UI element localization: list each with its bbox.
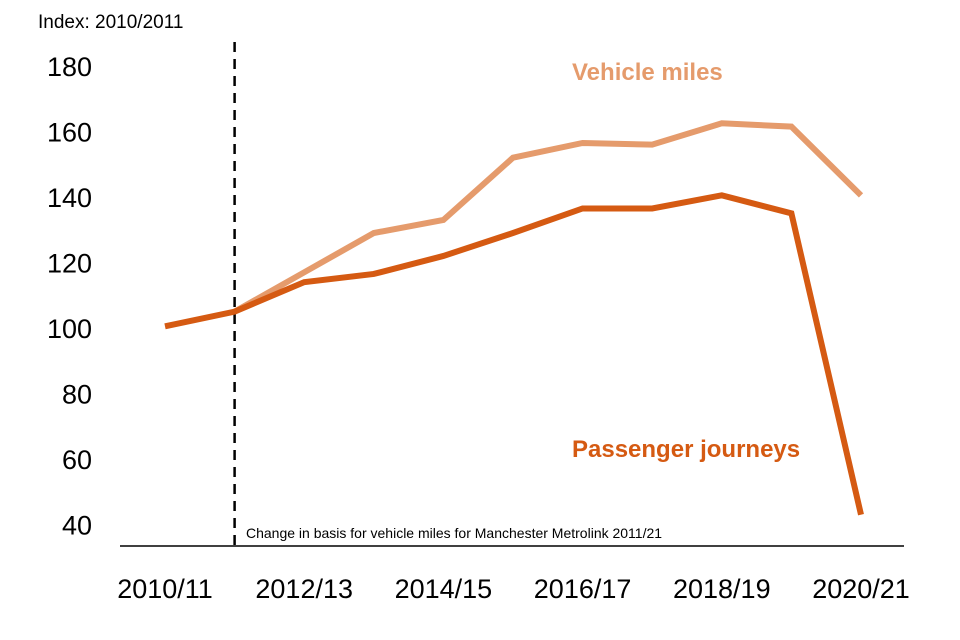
legend-passenger-journeys: Passenger journeys [572, 436, 800, 463]
y-tick-label: 40 [62, 511, 92, 541]
legend-vehicle-miles: Vehicle miles [572, 59, 723, 86]
y-tick-label: 140 [47, 183, 92, 213]
y-tick-label: 180 [47, 52, 92, 82]
y-tick-label: 80 [62, 380, 92, 410]
y-tick-label: 60 [62, 445, 92, 475]
x-tick-label: 2020/21 [812, 574, 910, 604]
series-line-1 [164, 192, 864, 516]
x-tick-label: 2014/15 [395, 574, 493, 604]
y-tick-label: 100 [47, 314, 92, 344]
annotation-text: Change in basis for vehicle miles for Ma… [246, 525, 662, 541]
x-tick-label: 2012/13 [255, 574, 353, 604]
x-tick-label: 2016/17 [534, 574, 632, 604]
y-tick-label: 160 [47, 118, 92, 148]
y-axis-label: Index: 2010/2011 [38, 12, 183, 33]
x-tick-label: 2010/11 [117, 574, 213, 604]
series-line-0 [233, 120, 864, 315]
y-tick-label: 120 [47, 249, 92, 279]
x-tick-label: 2018/19 [673, 574, 771, 604]
